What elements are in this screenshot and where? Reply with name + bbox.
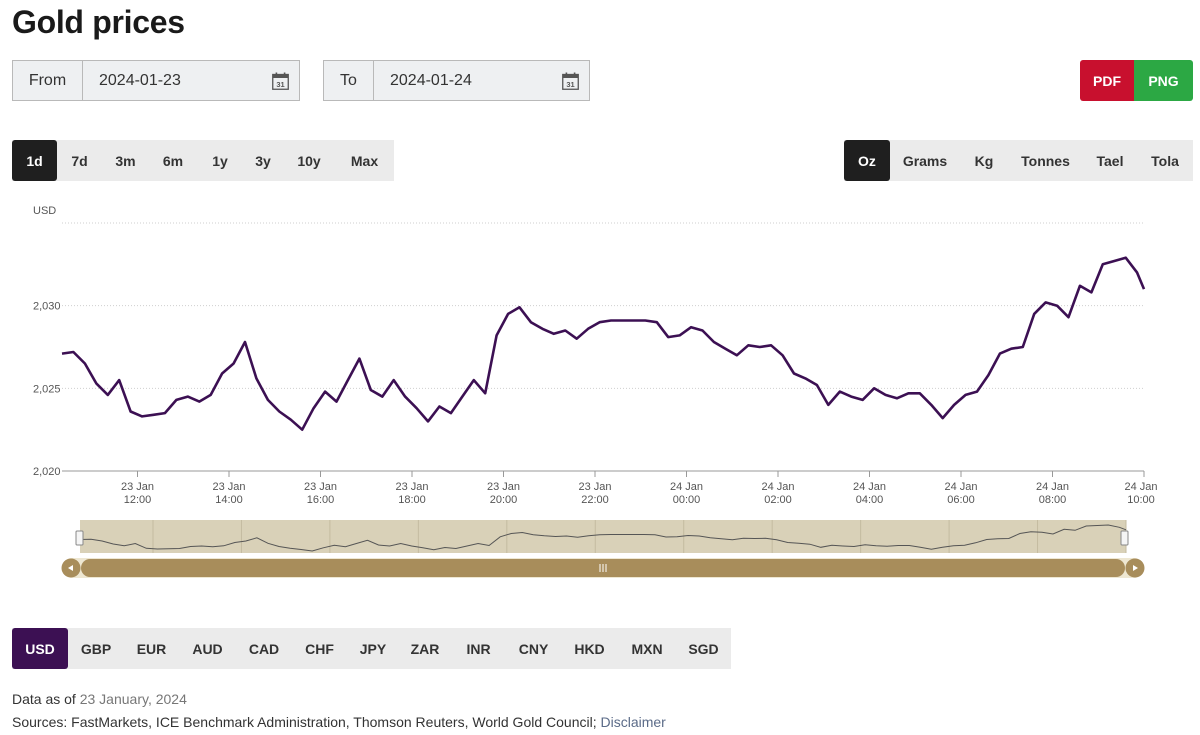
- unit-option-tola[interactable]: Tola: [1151, 152, 1179, 169]
- currency-option-gbp[interactable]: GBP: [80, 640, 112, 657]
- data-as-of-label: Data as of: [12, 691, 76, 707]
- pdf-export-button[interactable]: PDF: [1080, 60, 1134, 101]
- y-tick-label: 2,025: [33, 383, 61, 395]
- x-tick-date: 24 Jan: [670, 481, 703, 493]
- page-title: Gold prices: [12, 4, 185, 40]
- calendar-icon[interactable]: 31: [562, 72, 579, 90]
- x-tick-time: 12:00: [124, 494, 152, 506]
- unit-option-tonnes[interactable]: Tonnes: [1021, 152, 1070, 169]
- disclaimer-link[interactable]: Disclaimer: [600, 714, 666, 730]
- x-tick-date: 24 Jan: [1036, 481, 1069, 493]
- from-date-input[interactable]: 2024-01-23 31: [83, 61, 299, 100]
- currency-option-inr[interactable]: INR: [466, 640, 491, 657]
- x-tick-date: 23 Jan: [121, 481, 154, 493]
- from-date-field: From 2024-01-23 31: [12, 60, 300, 101]
- x-tick-date: 23 Jan: [304, 481, 337, 493]
- x-tick-date: 24 Jan: [1124, 481, 1157, 493]
- x-tick-time: 04:00: [856, 494, 884, 506]
- svg-text:31: 31: [566, 80, 574, 89]
- x-tick-time: 18:00: [398, 494, 426, 506]
- from-label: From: [13, 61, 83, 100]
- sources: Sources: FastMarkets, ICE Benchmark Admi…: [12, 714, 666, 730]
- navigator-selected-range[interactable]: [80, 520, 1126, 553]
- unit-option-kg[interactable]: Kg: [974, 152, 994, 169]
- y-tick-label: 2,030: [33, 301, 61, 313]
- unit-option-oz[interactable]: Oz: [844, 140, 890, 181]
- x-tick-date: 24 Jan: [853, 481, 886, 493]
- y-axis-ticks: 2,020 2,025 2,030: [33, 301, 61, 478]
- navigator-right-handle[interactable]: [1120, 530, 1129, 546]
- currency-option-jpy[interactable]: JPY: [359, 640, 387, 657]
- currency-option-zar[interactable]: ZAR: [410, 640, 440, 657]
- range-option-1d[interactable]: 1d: [12, 140, 57, 181]
- navigator-series-line: [79, 524, 1127, 552]
- x-tick-time: 20:00: [490, 494, 518, 506]
- grip-icon: [599, 564, 607, 572]
- to-date-input[interactable]: 2024-01-24 31: [374, 61, 589, 100]
- data-as-of-date: 23 January, 2024: [79, 691, 187, 707]
- x-tick-time: 22:00: [581, 494, 609, 506]
- range-option-7d[interactable]: 7d: [71, 152, 88, 169]
- navigator-scrollbar: [61, 558, 1145, 578]
- sources-text: Sources: FastMarkets, ICE Benchmark Admi…: [12, 714, 597, 730]
- range-option-max[interactable]: Max: [350, 152, 379, 169]
- range-option-1y[interactable]: 1y: [212, 152, 228, 169]
- currency-option-aud[interactable]: AUD: [192, 640, 223, 657]
- png-export-button[interactable]: PNG: [1134, 60, 1193, 101]
- to-label: To: [324, 61, 374, 100]
- range-selector: 1d 7d 3m 6m 1y 3y 10y Max: [12, 140, 394, 181]
- chevron-right-icon: [1133, 565, 1138, 571]
- x-tick-time: 08:00: [1039, 494, 1067, 506]
- x-tick-date: 23 Jan: [578, 481, 611, 493]
- calendar-icon[interactable]: 31: [272, 72, 289, 90]
- chart-grid: [62, 222, 1144, 472]
- y-tick-label: 2,020: [33, 466, 61, 478]
- x-tick-time: 02:00: [764, 494, 792, 506]
- range-option-3m[interactable]: 3m: [115, 152, 136, 169]
- navigator-left-handle[interactable]: [75, 530, 84, 546]
- currency-option-chf[interactable]: CHF: [305, 640, 334, 657]
- unit-option-tael[interactable]: Tael: [1096, 152, 1124, 169]
- x-tick-date: 23 Jan: [212, 481, 245, 493]
- currency-option-usd[interactable]: USD: [12, 628, 68, 669]
- from-date-value: 2024-01-23: [99, 71, 181, 89]
- currency-option-sgd[interactable]: SGD: [688, 640, 719, 657]
- unit-option-grams[interactable]: Grams: [902, 152, 948, 169]
- chevron-left-icon: [68, 565, 73, 571]
- x-tick-time: 10:00: [1127, 494, 1155, 506]
- x-tick-date: 24 Jan: [761, 481, 794, 493]
- y-axis-label: USD: [33, 205, 56, 217]
- export-buttons: PDF PNG: [1080, 60, 1193, 101]
- x-tick-time: 00:00: [673, 494, 701, 506]
- unit-selector: Oz Grams Kg Tonnes Tael Tola: [844, 140, 1193, 181]
- to-date-value: 2024-01-24: [390, 71, 472, 89]
- x-tick-time: 16:00: [307, 494, 335, 506]
- currency-selector: USD GBP EUR AUD CAD CHF JPY ZAR INR CNY HKD MXN SGD: [12, 628, 731, 669]
- to-date-field: To 2024-01-24 31: [323, 60, 590, 101]
- currency-option-eur[interactable]: EUR: [136, 640, 167, 657]
- x-tick-date: 23 Jan: [395, 481, 428, 493]
- price-series-line: [61, 256, 1146, 431]
- x-tick-time: 14:00: [215, 494, 243, 506]
- range-option-10y[interactable]: 10y: [297, 152, 321, 169]
- x-tick-date: 23 Jan: [487, 481, 520, 493]
- currency-option-hkd[interactable]: HKD: [574, 640, 605, 657]
- data-as-of: Data as of 23 January, 2024: [12, 691, 187, 707]
- currency-option-mxn[interactable]: MXN: [631, 640, 663, 657]
- x-tick-time: 06:00: [947, 494, 975, 506]
- range-option-6m[interactable]: 6m: [162, 152, 184, 169]
- range-option-3y[interactable]: 3y: [255, 152, 271, 169]
- navigator: [62, 520, 1144, 553]
- currency-option-cad[interactable]: CAD: [248, 640, 280, 657]
- currency-option-cny[interactable]: CNY: [518, 640, 549, 657]
- svg-text:31: 31: [276, 80, 284, 89]
- x-tick-date: 24 Jan: [944, 481, 977, 493]
